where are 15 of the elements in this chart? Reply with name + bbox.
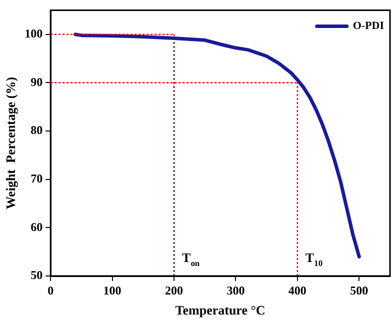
y-tick-label: 90 xyxy=(30,74,43,89)
x-tick-label: 500 xyxy=(350,283,368,298)
y-tick-label: 70 xyxy=(30,171,43,186)
y-tick-label: 80 xyxy=(30,123,43,138)
x-tick-label: 400 xyxy=(288,283,306,298)
x-axis-title: Temperature °C xyxy=(175,302,266,318)
x-tick-label: 300 xyxy=(226,283,245,298)
legend-label: O-PDI xyxy=(352,20,384,32)
x-tick-label: 200 xyxy=(165,283,184,298)
y-axis-title: Weight Percentage (%) xyxy=(3,76,18,210)
x-tick-label: 0 xyxy=(48,283,54,298)
y-tick-label: 50 xyxy=(30,268,43,282)
x-tick-label: 100 xyxy=(103,283,122,298)
y-tick-label: 100 xyxy=(24,26,43,40)
y-tick-label: 60 xyxy=(30,220,43,234)
